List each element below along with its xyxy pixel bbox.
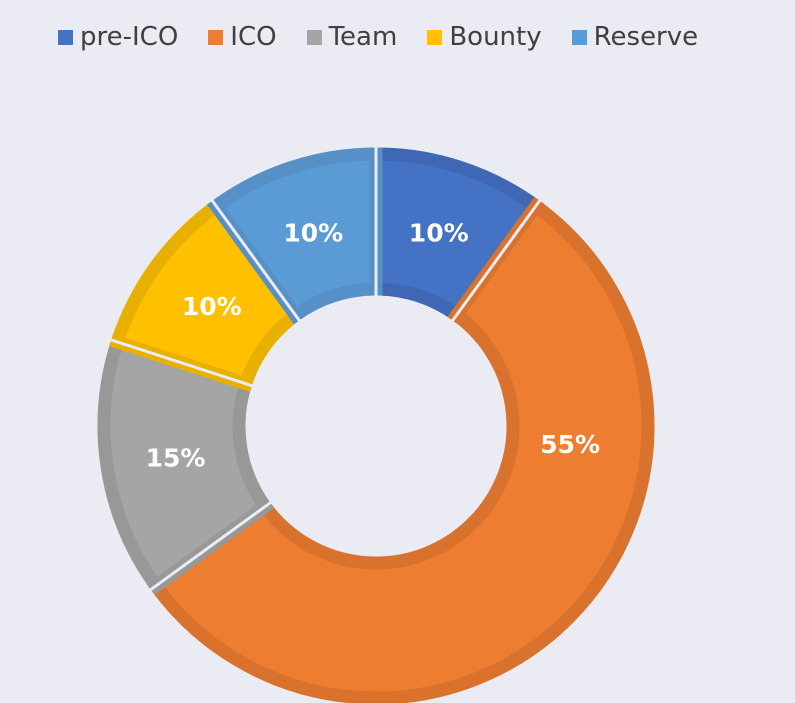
legend-item-ico: ICO [208,22,277,52]
slice-separator-bounty [109,338,254,388]
data-label-pre-ico: 10% [409,218,469,247]
legend-item-bounty: Bounty [427,22,542,52]
legend: pre-ICO ICO Team Bounty Reserve [58,24,728,50]
slice-separator-ico [450,198,542,323]
legend-item-reserve: Reserve [571,22,699,52]
legend-label-ico: ICO [230,22,277,52]
legend-label-reserve: Reserve [593,22,699,52]
legend-label-bounty: Bounty [449,22,542,52]
data-label-bounty: 10% [182,292,242,321]
legend-swatch-reserve [571,29,587,45]
legend-swatch-bounty [427,29,443,45]
legend-item-team: Team [306,22,398,52]
slice-separator-team [148,500,273,592]
slice-team [97,333,275,595]
legend-swatch-team [306,29,322,45]
data-label-ico: 55% [540,430,600,459]
legend-swatch-ico [208,29,224,45]
legend-swatch-pre-ico [58,29,73,45]
legend-label-team: Team [328,22,398,52]
slice-ico [146,196,655,703]
legend-item-pre-ico: pre-ICO [58,24,178,50]
data-label-team: 15% [146,443,206,472]
slice-separator-reserve [210,198,302,323]
legend-label-pre-ico: pre-ICO [80,22,179,52]
data-label-reserve: 10% [283,218,343,247]
